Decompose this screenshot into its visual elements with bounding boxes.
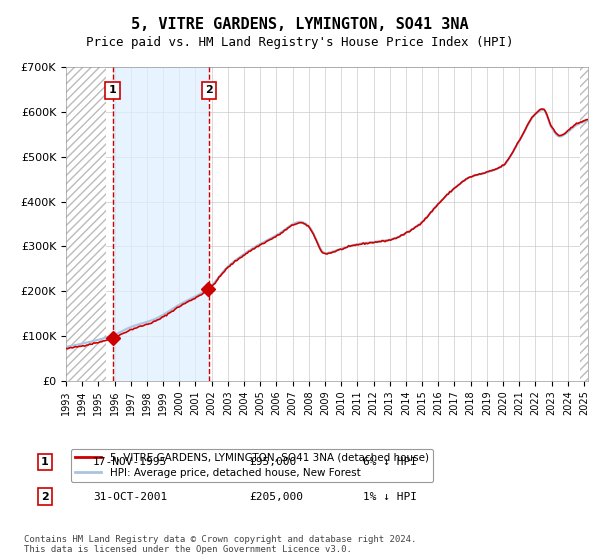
Legend: 5, VITRE GARDENS, LYMINGTON, SO41 3NA (detached house), HPI: Average price, deta: 5, VITRE GARDENS, LYMINGTON, SO41 3NA (d… xyxy=(71,449,433,482)
Text: 2: 2 xyxy=(205,86,213,96)
Text: 1: 1 xyxy=(109,86,116,96)
Text: 5, VITRE GARDENS, LYMINGTON, SO41 3NA: 5, VITRE GARDENS, LYMINGTON, SO41 3NA xyxy=(131,17,469,32)
Bar xyxy=(66,67,106,381)
Text: Price paid vs. HM Land Registry's House Price Index (HPI): Price paid vs. HM Land Registry's House … xyxy=(86,36,514,49)
Text: 6% ↓ HPI: 6% ↓ HPI xyxy=(363,457,417,467)
Text: 2: 2 xyxy=(41,492,49,502)
Text: 31-OCT-2001: 31-OCT-2001 xyxy=(93,492,167,502)
Text: 17-NOV-1995: 17-NOV-1995 xyxy=(93,457,167,467)
Text: 1% ↓ HPI: 1% ↓ HPI xyxy=(363,492,417,502)
Bar xyxy=(580,67,588,381)
Text: £205,000: £205,000 xyxy=(249,492,303,502)
Bar xyxy=(113,67,209,381)
Text: Contains HM Land Registry data © Crown copyright and database right 2024.
This d: Contains HM Land Registry data © Crown c… xyxy=(24,535,416,554)
Text: £95,000: £95,000 xyxy=(249,457,296,467)
Text: 1: 1 xyxy=(41,457,49,467)
